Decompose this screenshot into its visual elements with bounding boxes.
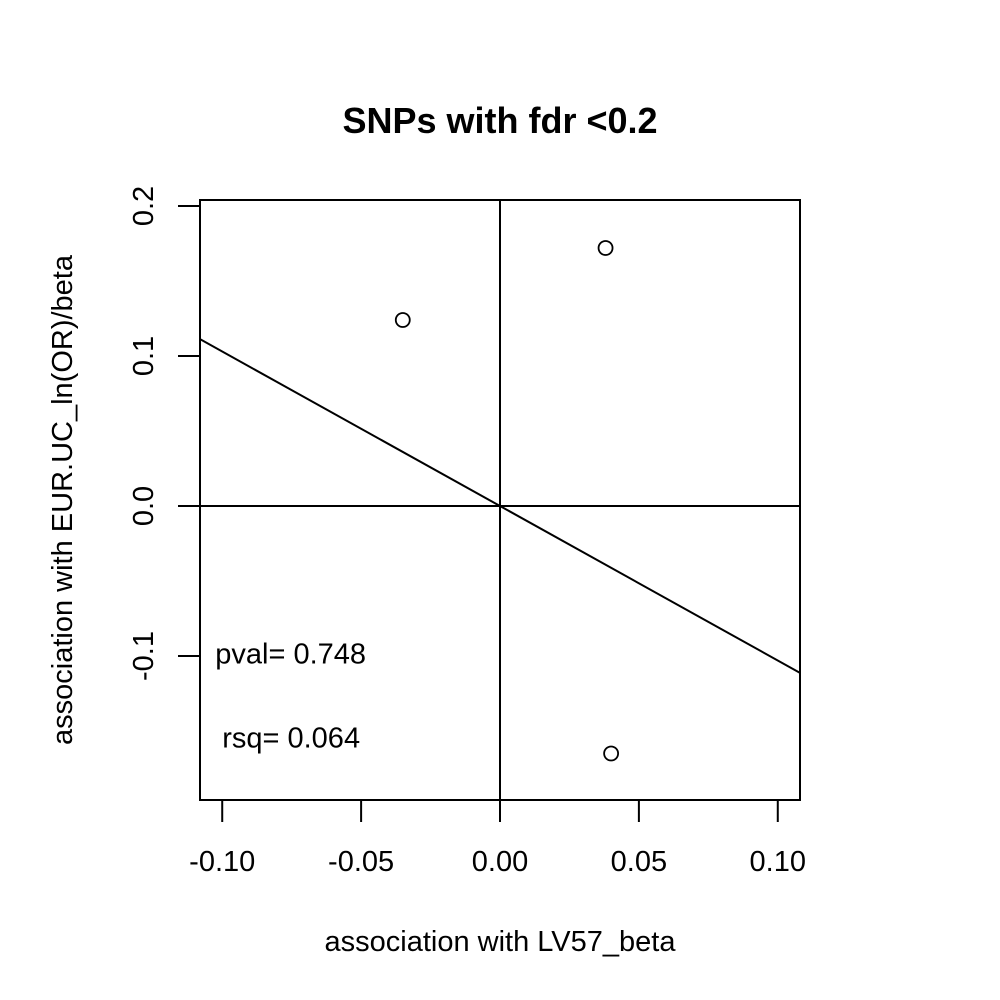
x-tick-label: 0.05 [611, 846, 667, 878]
data-point [597, 240, 614, 256]
x-tick-label: -0.10 [189, 846, 255, 878]
y-tick-label: -0.1 [128, 631, 160, 681]
y-axis-label: association with EUR.UC_ln(OR)/beta [47, 254, 79, 745]
plot-area: -0.10 -0.05 0.00 0.05 0.10 -0.1 0.0 0.1 0.2 pval=… [128, 186, 806, 878]
y-tick-label: 0.2 [128, 186, 160, 226]
y-tick-label: 0.0 [128, 486, 160, 526]
chart-title: SNPs with fdr <0.2 [342, 100, 657, 141]
x-tick-label: 0.10 [750, 846, 806, 878]
x-axis-label: association with LV57_beta [325, 926, 677, 958]
data-point [394, 312, 411, 328]
y-tick-label: 0.1 [128, 336, 160, 376]
regression-line [200, 338, 800, 674]
x-tick-label: -0.05 [328, 846, 394, 878]
pval-annotation: pval= 0.748 [215, 639, 366, 671]
rsq-annotation: rsq= 0.064 [222, 723, 360, 755]
data-point [603, 745, 620, 762]
x-tick-label: 0.00 [472, 846, 528, 878]
